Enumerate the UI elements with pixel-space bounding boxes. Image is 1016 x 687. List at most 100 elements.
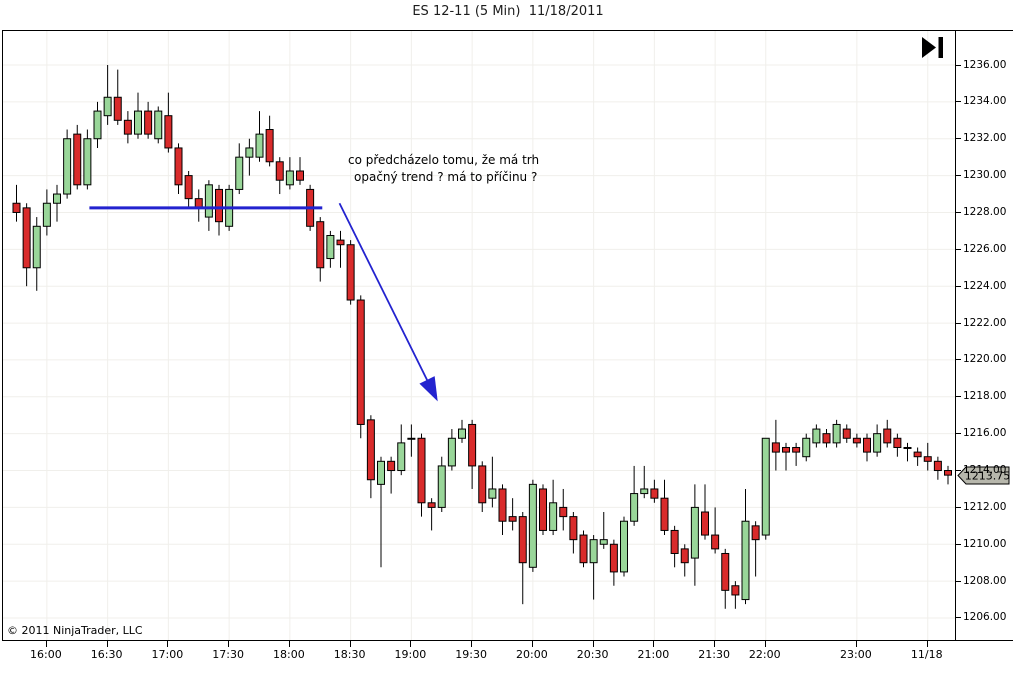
time-tick [714,641,716,647]
candle-up [528,483,537,568]
candle-up [903,446,912,449]
candle-up [32,225,41,269]
price-tick [956,322,961,324]
candle-up [549,502,558,531]
candle-down [113,96,122,121]
price-tick-label: 1222.00 [963,316,1007,329]
candle-down [701,511,709,536]
candle-up [53,193,61,204]
price-tick [956,359,961,361]
candle-up [640,488,649,495]
candle-down [923,456,932,462]
chart-area: co předcházelo tomu, že má trh opačný tr… [2,30,1013,641]
annotation-text: co předcházelo tomu, že má trh opačný tr… [348,152,539,186]
candle-up [630,493,639,522]
price-tick [956,543,961,545]
time-tick-label: 17:30 [212,648,244,661]
candle-down [721,552,730,591]
candle-up [154,110,163,140]
time-tick [349,641,351,647]
candle-up [83,138,92,186]
candle-up [377,460,385,485]
candle-down [518,516,527,564]
candles [12,65,952,609]
candle-up [812,428,821,444]
arrow-line-drawing [338,202,431,386]
price-tick-label: 1232.00 [963,132,1007,145]
price-axis[interactable]: 1213.75 1236.00 1234.00 1232.00 1230.00 1228… [955,31,1013,640]
price-tick-label: 1230.00 [963,169,1007,182]
candle-down [933,460,942,472]
candle-down [650,488,659,499]
candle-up [93,110,102,140]
time-tick [471,641,473,647]
candle-up [42,202,51,227]
candle-down [852,437,861,444]
price-tick-label: 1208.00 [963,574,1007,587]
time-tick [764,641,766,647]
price-tick-label: 1206.00 [963,611,1007,624]
candle-up [761,437,770,536]
time-tick [228,641,230,647]
time-tick-label: 19:30 [455,648,487,661]
candle-down [296,170,304,181]
price-tick-label: 1214.00 [963,464,1007,477]
candle-up [873,433,882,453]
candle-down [913,451,922,458]
candle-down [73,133,82,186]
candle-up [285,170,294,186]
candle-down [144,110,153,135]
time-tick [531,641,533,647]
price-tick [956,211,961,213]
candle-down [822,433,831,444]
price-tick [956,175,961,177]
play-triangle-icon [922,37,936,58]
candle-up [397,442,406,472]
time-tick-label: 21:30 [698,648,730,661]
candle-up [458,428,466,439]
candle-down [751,525,760,541]
time-tick-label: 22:00 [748,648,781,661]
candle-down [366,419,375,481]
candle-down [944,470,952,476]
candle-down [559,506,568,518]
price-tick [956,470,961,472]
candle-down [184,175,193,200]
time-tick-label: 18:30 [333,648,366,661]
candle-down [22,207,31,269]
price-tick-label: 1234.00 [963,95,1007,108]
time-tick-label: 21:00 [637,648,670,661]
time-tick [855,641,857,647]
candle-down [417,437,426,504]
time-tick [653,641,655,647]
candle-down [771,442,780,453]
time-tick [410,641,412,647]
candle-down [731,585,740,596]
annotation-line-1: co předcházelo tomu, že má trh [348,153,540,167]
candle-up [488,488,497,499]
candle-down [883,428,892,444]
gridlines [3,31,955,640]
candle-down [468,423,477,467]
price-tick [956,396,961,398]
candle-down [123,119,132,135]
chart-title: ES 12-11 (5 Min) 11/18/2011 [412,4,604,19]
time-tick-label: 23:00 [840,648,872,661]
time-axis[interactable]: 16:00 16:30 17:00 17:30 18:00 18:30 19:00 19:30… [0,641,1016,671]
candle-down [609,543,618,573]
price-tick [956,580,961,582]
play-to-end-icon[interactable] [921,36,947,59]
candle-down [863,437,871,453]
price-tick-label: 1226.00 [963,242,1007,255]
candle-down [164,115,173,149]
time-tick [167,641,169,647]
time-tick [106,641,108,647]
candle-down [508,516,517,522]
candle-down [579,534,588,564]
price-tick-label: 1216.00 [963,427,1007,440]
candle-up [620,520,628,573]
candle-down [336,239,345,246]
candlestick-plot[interactable] [3,31,955,640]
arrow-head-drawing [419,376,438,402]
candle-up [437,465,446,508]
